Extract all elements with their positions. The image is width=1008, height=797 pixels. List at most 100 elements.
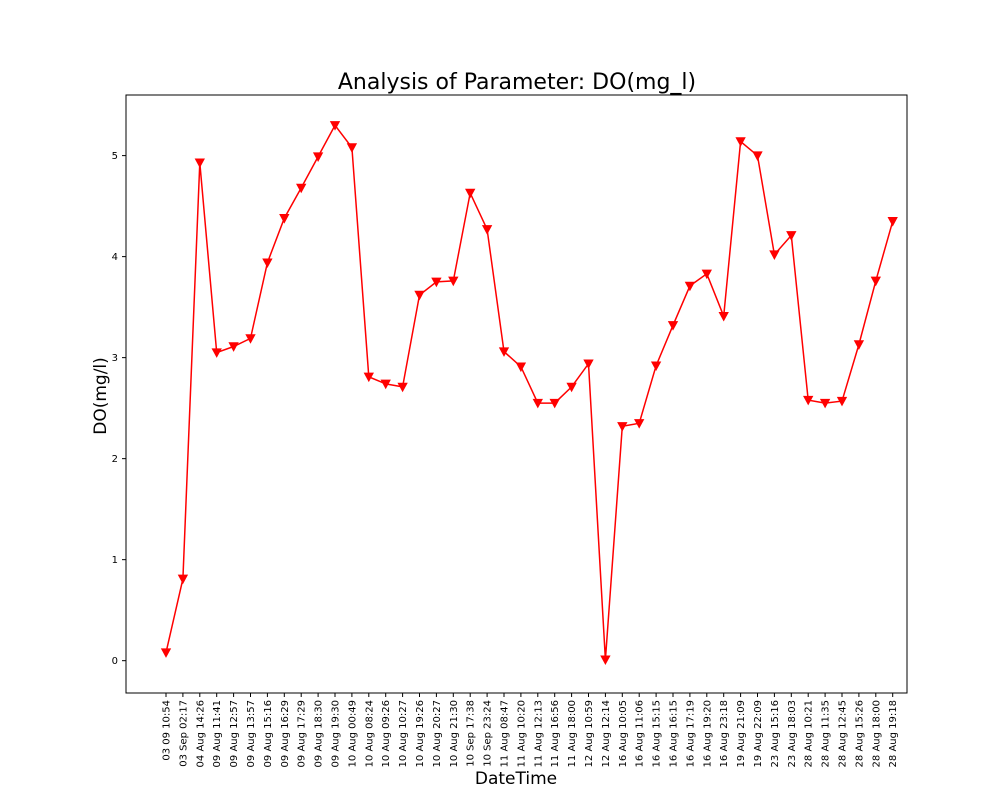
y-tick-label: 5 <box>112 151 118 162</box>
x-tick-label: 16 Aug 19:20 <box>702 700 713 767</box>
data-point-marker <box>245 334 256 344</box>
x-axis-title: DateTime <box>475 769 557 789</box>
x-tick-label: 28 Aug 11:35 <box>821 700 832 767</box>
x-tick-label: 19 Aug 21:09 <box>736 700 747 767</box>
data-point-marker <box>262 258 273 269</box>
data-point-marker <box>650 361 662 372</box>
x-axis: 03 09 10:54 03 Sep 02:17 04 Aug 14:26 09 Au… <box>162 693 899 767</box>
x-tick-label: 03 Sep 02:17 <box>178 700 189 767</box>
data-point-marker <box>532 398 543 409</box>
x-tick-label: 04 Aug 14:26 <box>195 700 206 767</box>
x-tick-label: 10 Aug 09:26 <box>381 700 392 767</box>
x-tick-label: 09 Aug 15:16 <box>263 700 274 767</box>
x-tick-label: 28 Aug 12:45 <box>838 700 849 767</box>
data-point-marker <box>397 382 408 393</box>
x-tick-label: 11 Aug 10:20 <box>516 700 527 767</box>
x-tick-label: 12 Aug 12:14 <box>601 700 612 767</box>
x-tick-label: 28 Aug 15:26 <box>854 700 865 767</box>
data-point-marker <box>684 281 696 292</box>
data-point-marker <box>887 217 898 227</box>
data-point-marker <box>634 419 645 429</box>
x-tick-label: 19 Aug 22:09 <box>753 700 764 767</box>
x-tick-label: 23 Aug 18:03 <box>787 700 798 767</box>
x-tick-label: 16 Aug 11:06 <box>635 700 646 767</box>
x-tick-label: 10 Aug 08:24 <box>364 700 375 767</box>
x-tick-label: 28 Aug 18:00 <box>871 700 882 767</box>
data-point-marker <box>177 574 189 585</box>
data-point-marker <box>465 188 476 199</box>
x-tick-label: 16 Aug 10:05 <box>618 700 629 767</box>
x-tick-label: 11 Aug 08:47 <box>500 700 511 767</box>
y-axis: 0 1 2 3 4 5 <box>112 151 126 667</box>
data-point-marker <box>853 340 865 350</box>
y-tick-label: 0 <box>112 656 118 667</box>
data-point-marker <box>312 152 324 162</box>
x-tick-label: 09 Aug 18:30 <box>314 700 325 767</box>
data-point-marker <box>752 151 763 161</box>
x-tick-label: 09 Aug 17:29 <box>297 700 308 767</box>
data-point-marker <box>363 372 374 383</box>
data-point-marker <box>583 359 594 370</box>
x-tick-label: 16 Aug 23:18 <box>719 700 730 767</box>
x-tick-label: 10 Sep 23:24 <box>483 700 494 767</box>
data-point-marker <box>211 348 222 358</box>
data-point-marker <box>617 422 628 432</box>
x-tick-label: 16 Aug 17:19 <box>685 700 696 767</box>
x-tick-label: 09 Aug 11:41 <box>212 700 223 767</box>
x-tick-label: 10 Aug 00:49 <box>347 700 358 767</box>
plot-frame <box>125 94 908 694</box>
x-tick-label: 11 Aug 12:13 <box>533 700 544 767</box>
x-tick-label: 16 Aug 16:15 <box>669 700 680 767</box>
x-tick-label: 10 Aug 10:27 <box>398 700 409 767</box>
y-tick-label: 3 <box>112 353 118 364</box>
data-point-marker <box>380 379 391 390</box>
data-point-marker <box>701 269 712 280</box>
data-point-marker <box>600 655 611 666</box>
data-point-marker <box>228 342 239 352</box>
data-point-marker <box>329 121 341 131</box>
data-point-marker <box>160 648 172 658</box>
x-tick-label: 03 09 10:54 <box>162 700 173 761</box>
data-point-marker <box>481 225 493 235</box>
data-point-marker <box>667 321 679 331</box>
data-point-marker <box>296 183 307 194</box>
y-tick-label: 1 <box>112 555 118 566</box>
data-point-marker <box>718 311 729 322</box>
x-tick-label: 11 Aug 16:56 <box>550 700 561 767</box>
data-point-marker <box>819 398 831 409</box>
x-tick-label: 10 Aug 19:26 <box>415 700 426 767</box>
data-point-marker <box>414 290 425 301</box>
data-point-marker <box>549 398 560 409</box>
x-tick-label: 11 Aug 18:00 <box>567 700 578 767</box>
data-point-marker <box>431 277 442 288</box>
data-point-marker <box>194 158 205 169</box>
x-tick-label: 10 Aug 21:30 <box>449 700 460 767</box>
x-tick-label: 23 Aug 15:16 <box>770 700 781 767</box>
x-tick-label: 12 Aug 10:59 <box>584 700 595 767</box>
x-tick-label: 16 Aug 15:15 <box>652 700 663 767</box>
y-tick-label: 4 <box>112 252 118 263</box>
data-point-marker <box>836 396 848 407</box>
data-point-marker <box>346 143 358 153</box>
data-point-marker <box>515 362 527 373</box>
x-tick-label: 10 Aug 20:27 <box>432 700 443 767</box>
x-tick-label: 28 Aug 19:18 <box>888 700 899 767</box>
data-point-marker <box>448 276 459 287</box>
y-axis-title: DO(mg/l) <box>91 357 111 435</box>
series-layer <box>160 121 898 666</box>
x-tick-label: 09 Aug 19:30 <box>331 700 342 767</box>
x-tick-label: 09 Aug 13:57 <box>246 700 257 767</box>
series-line <box>165 123 894 660</box>
data-point-marker <box>870 276 881 287</box>
data-point-marker <box>566 382 577 393</box>
data-point-marker <box>803 395 814 406</box>
data-point-marker <box>279 214 290 224</box>
chart-title: Analysis of Parameter: DO(mg_l) <box>338 70 696 95</box>
data-point-marker <box>786 231 797 241</box>
y-tick-label: 2 <box>112 454 118 465</box>
x-tick-label: 28 Aug 10:21 <box>804 700 815 767</box>
x-tick-label: 09 Aug 12:57 <box>229 700 240 767</box>
data-point-marker <box>769 250 780 260</box>
